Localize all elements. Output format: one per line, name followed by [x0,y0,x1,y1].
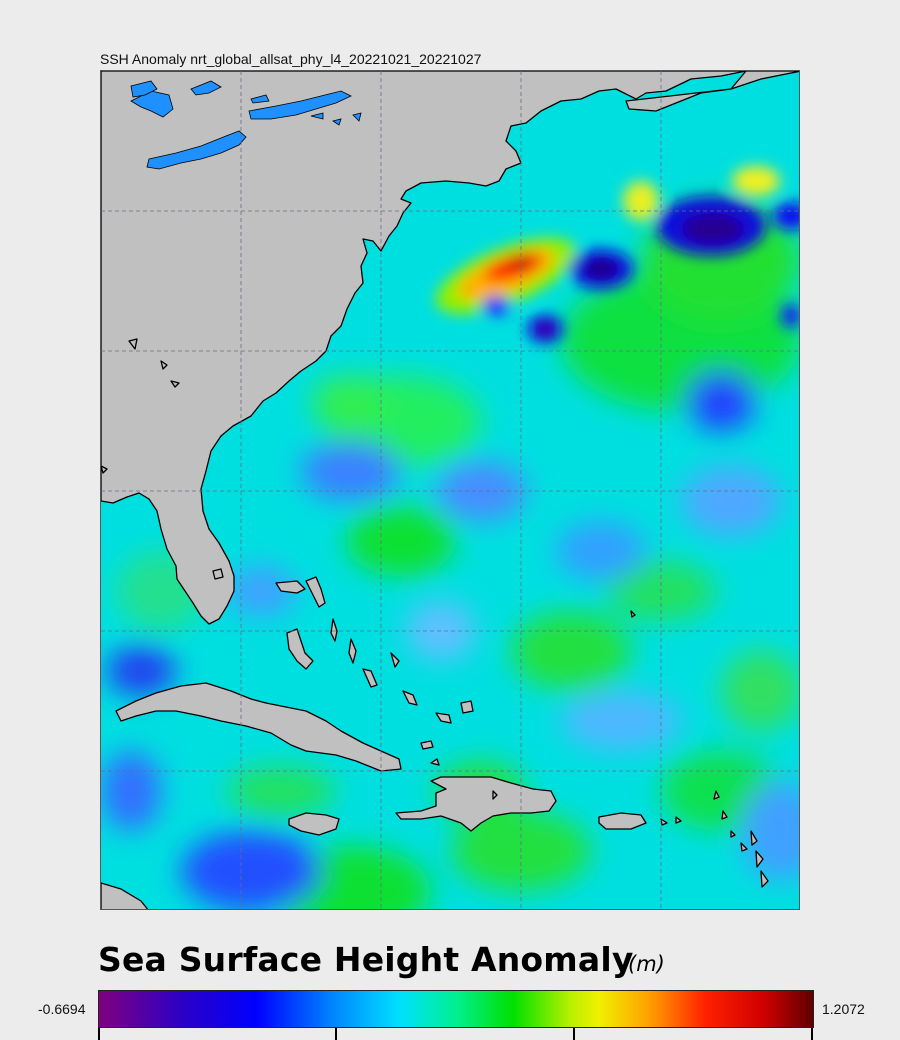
lake-huron-west [130,80,158,98]
colorbar [98,990,814,1028]
great-lakes [130,80,362,170]
legend-units: (m) [628,952,665,976]
colorbar-tick [335,1028,337,1040]
hispaniola-island [395,776,557,832]
jamaica-island [288,812,340,836]
graticule [101,71,799,909]
colorbar-tick [98,1028,100,1040]
georgian-bay [190,80,222,96]
puerto-rico-island [598,812,647,830]
map-title: SSH Anomaly nrt_global_allsat_phy_l4_202… [100,51,482,67]
lake-huron [130,90,174,118]
nova-scotia-land [625,71,799,112]
lake-ontario [146,130,247,170]
colorbar-tick [573,1028,575,1040]
legend-title: Sea Surface Height Anomaly [98,940,634,979]
land-masses [101,71,799,909]
ssh-anomaly-map[interactable] [100,70,800,910]
south-america-land [101,882,149,909]
cuba-island [115,682,402,772]
lake-erie [248,90,352,120]
colorbar-tick [811,1028,813,1040]
andros-island [286,628,314,670]
north-america-land [101,71,747,625]
colorbar-max-label: 1.2072 [822,1001,865,1017]
colorbar-min-label: -0.6694 [38,1001,86,1017]
